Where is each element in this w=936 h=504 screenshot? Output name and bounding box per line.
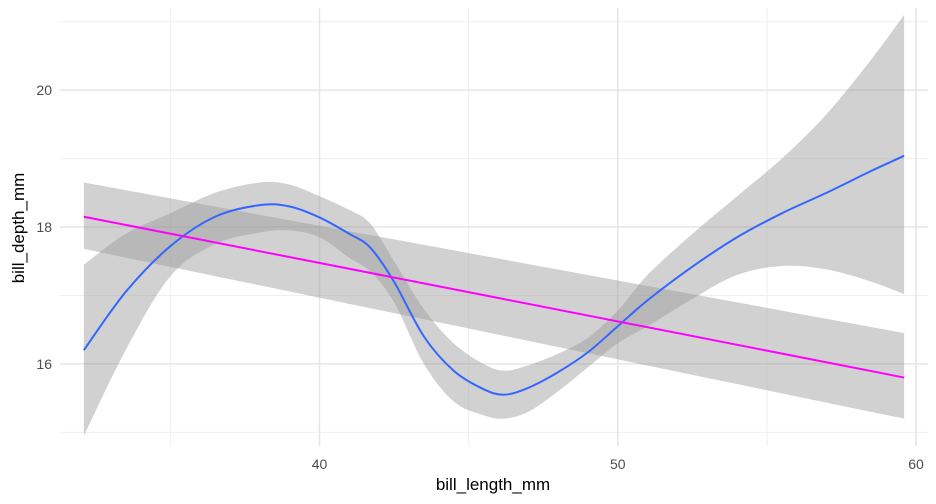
major-gridlines [60, 8, 928, 446]
x-tick-labels: 40 50 60 [312, 456, 924, 472]
x-tick-label: 60 [908, 456, 924, 472]
y-tick-label: 18 [36, 219, 52, 235]
x-tick-label: 40 [312, 456, 328, 472]
x-tick-label: 50 [610, 456, 626, 472]
y-axis-title: bill_depth_mm [9, 173, 28, 284]
lm-fit-line [83, 215, 905, 379]
loess-fit-line [83, 154, 905, 396]
confidence-bands [83, 14, 905, 436]
x-axis-title: bill_length_mm [436, 475, 550, 494]
y-tick-labels: 16 18 20 [36, 82, 52, 372]
lm-confidence-band [83, 182, 905, 419]
y-tick-label: 16 [36, 356, 52, 372]
loess-confidence-band [83, 14, 905, 436]
series-lines [83, 154, 905, 396]
y-tick-label: 20 [36, 82, 52, 98]
